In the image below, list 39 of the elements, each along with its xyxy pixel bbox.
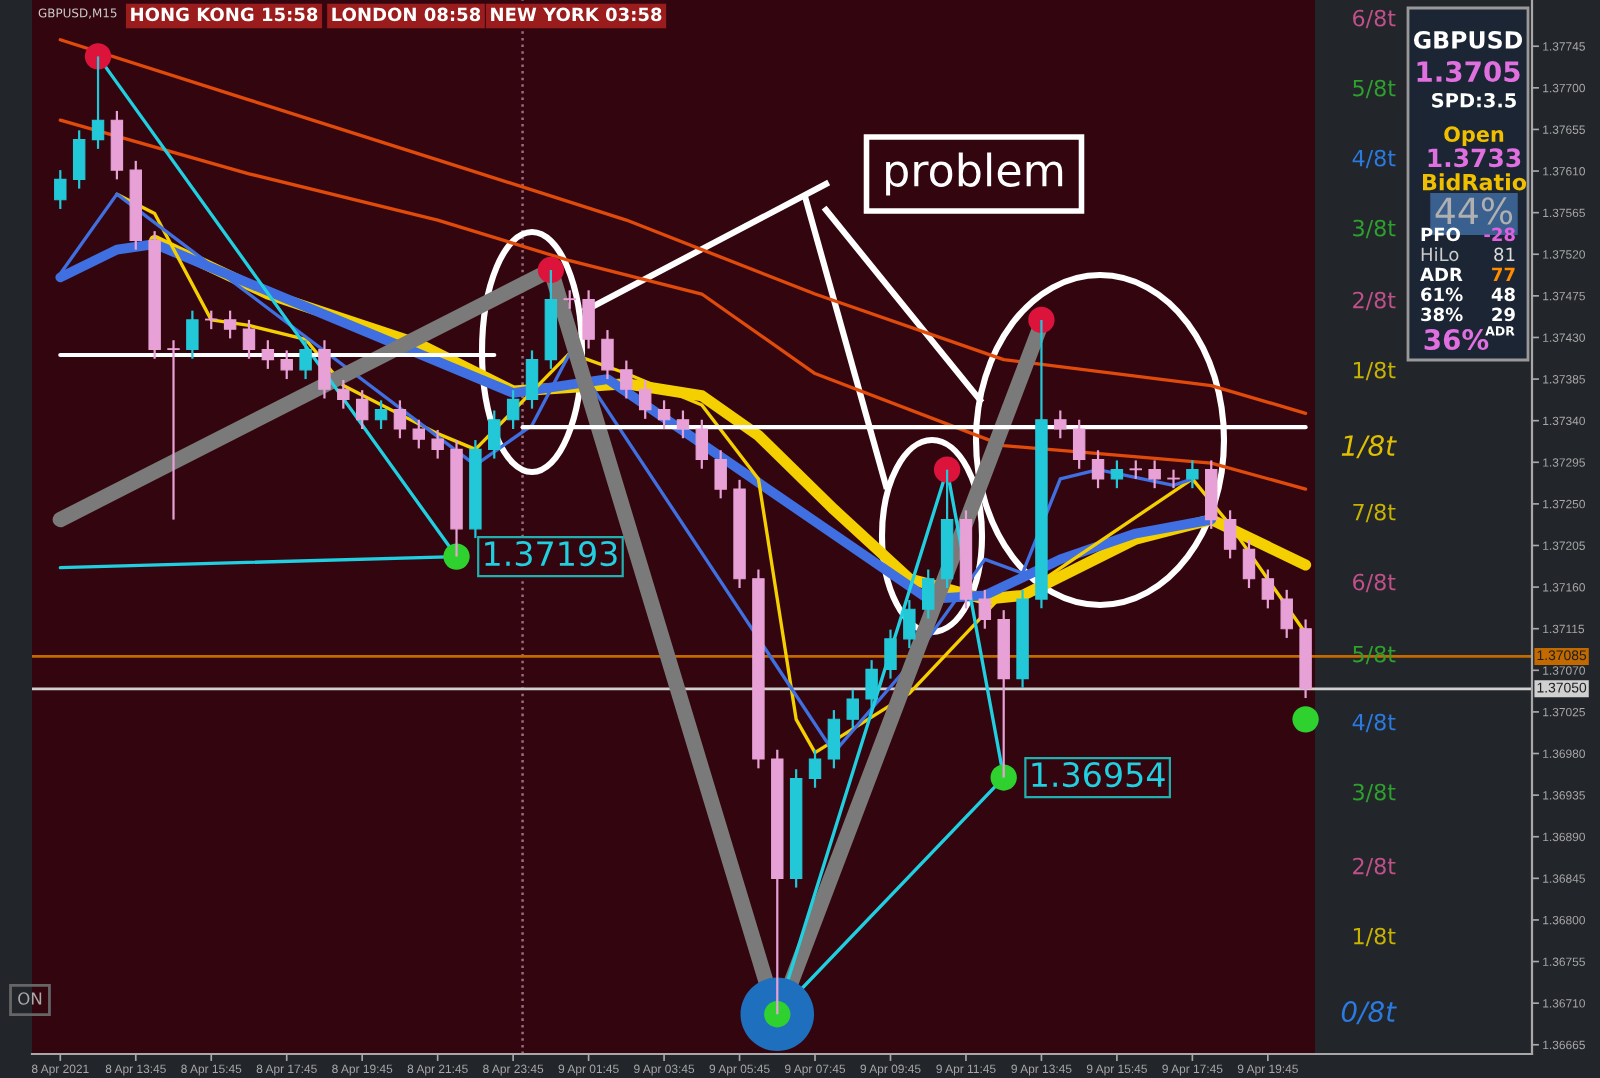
- annotation: 38%: [1421, 307, 1463, 322]
- annotation: 61%: [1421, 287, 1463, 302]
- annotation: HONG KONG 15:58: [131, 7, 318, 22]
- annotation: HiLo: [1421, 247, 1459, 262]
- annotation: 5/8t: [1353, 79, 1396, 99]
- annotation: 81: [1494, 247, 1515, 262]
- annotation: 3/8t: [1353, 783, 1396, 803]
- annotation: GBPUSD: [1413, 30, 1522, 49]
- annotation: LONDON 08:58: [332, 7, 481, 22]
- annotation: 6/8t: [1353, 9, 1396, 29]
- annotation: 4/8t: [1352, 149, 1396, 169]
- annotation: BidRatio: [1423, 173, 1527, 191]
- annotation: NEW YORK 03:58: [491, 7, 662, 22]
- annotation: 6/8t: [1353, 573, 1396, 593]
- annotation: -28: [1484, 227, 1515, 242]
- annotation: ADR: [1420, 267, 1463, 281]
- annotation: 1.3733: [1428, 148, 1521, 168]
- annotation: 29: [1492, 307, 1515, 322]
- annotation: PFO: [1421, 227, 1461, 242]
- annotation: SPD:3.5: [1432, 92, 1516, 108]
- annotation: 7/8t: [1353, 503, 1396, 523]
- annotation: 1.37193: [485, 541, 617, 567]
- annotation: 4/8t: [1352, 713, 1396, 733]
- annotation: 1.3705: [1417, 61, 1520, 83]
- annotation: 2/8t: [1353, 857, 1396, 877]
- annotation: ON: [18, 992, 42, 1005]
- annotation: 1/8t: [1353, 361, 1396, 381]
- annotation: 1/8t: [1353, 927, 1396, 947]
- annotation: Open: [1444, 126, 1504, 147]
- annotation: 2/8t: [1353, 291, 1396, 311]
- annotation: 36%: [1424, 329, 1489, 351]
- annotation: 77: [1492, 267, 1515, 281]
- annotation: 44%: [1435, 197, 1513, 225]
- annotation: 1.36954: [1032, 762, 1165, 788]
- annotation: 3/8t: [1353, 219, 1396, 239]
- annotation: 1/8t: [1341, 435, 1397, 459]
- annotation: 0/8t: [1341, 1001, 1397, 1025]
- annotation: 48: [1491, 287, 1515, 302]
- annotation: problem: [886, 152, 1063, 196]
